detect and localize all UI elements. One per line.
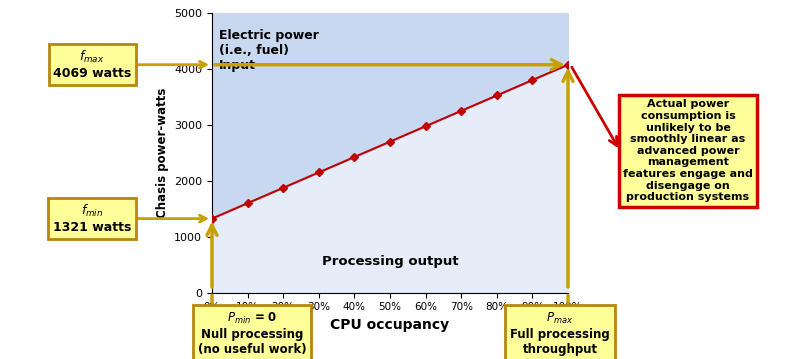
Text: $f_{min}$
1321 watts: $f_{min}$ 1321 watts	[53, 203, 131, 234]
Text: $P_{max}$
Full processing
throughput: $P_{max}$ Full processing throughput	[510, 311, 610, 356]
Text: $f_{max}$
4069 watts: $f_{max}$ 4069 watts	[53, 49, 131, 80]
X-axis label: CPU occupancy: CPU occupancy	[330, 318, 450, 332]
Text: Processing output: Processing output	[322, 255, 458, 268]
Text: $P_{min}$ = 0
Null processing
(no useful work): $P_{min}$ = 0 Null processing (no useful…	[198, 311, 306, 356]
Text: Actual power
consumption is
unlikely to be
smoothly linear as
advanced power
man: Actual power consumption is unlikely to …	[623, 99, 753, 202]
Text: Electric power
(i.e., fuel)
Input: Electric power (i.e., fuel) Input	[219, 29, 319, 73]
Y-axis label: Chasis power-watts: Chasis power-watts	[155, 87, 169, 218]
